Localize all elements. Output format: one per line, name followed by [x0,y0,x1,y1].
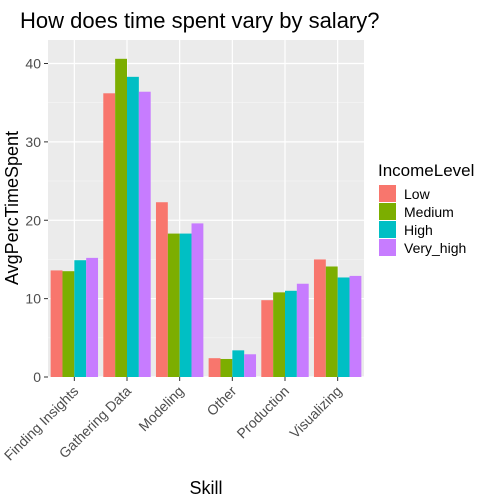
x-tick-label: Visualizing [286,383,344,441]
legend-label-high: High [404,222,433,238]
chart-title: How does time spent vary by salary? [20,8,380,33]
bar-low [50,270,63,377]
bar-low [261,300,274,377]
bar-high [179,233,192,377]
bar-very-high [191,223,204,377]
bar-medium [115,58,127,378]
bar-medium [273,292,285,377]
y-tick-label: 0 [33,369,41,385]
x-tick-label: Modeling [135,383,186,434]
legend-label-very-high: Very_high [404,240,466,256]
bar-low [313,259,326,377]
bar-very-high [349,275,362,377]
bar-high [285,290,297,377]
bar-low [155,202,168,377]
y-axis: 0 10 20 30 40 [25,56,48,385]
legend-swatch-high [379,221,396,238]
y-axis-title: AvgPercTimeSpent [2,131,22,285]
bar-very-high [296,283,309,377]
legend: IncomeLevel Low Medium High Very_high [378,161,474,256]
bar-high [337,277,350,377]
bar-low [103,93,116,377]
legend-swatch-medium [379,203,396,220]
bars [50,58,362,378]
y-tick-label: 40 [25,56,41,72]
bar-very-high [138,91,151,377]
y-tick-label: 30 [25,134,41,150]
x-axis-title: Skill [189,478,222,498]
legend-label-medium: Medium [404,204,454,220]
y-tick-label: 20 [25,212,41,228]
bar-very-high [86,257,99,377]
bar-medium [62,271,75,377]
x-tick-label: Other [203,383,239,419]
y-tick-label: 10 [25,291,41,307]
plot-panel [48,40,364,377]
bar-medium [167,233,180,377]
bar-very-high [244,354,257,377]
bar-medium [220,358,233,377]
bar-medium [325,266,338,377]
bar-low [208,358,221,377]
legend-swatch-low [379,185,396,202]
x-tick-label: Production [233,383,292,442]
bar-high [127,76,139,377]
bar-high [74,260,87,377]
legend-swatch-very-high [379,239,396,256]
legend-label-low: Low [404,186,431,202]
bar-high [232,350,245,377]
legend-title: IncomeLevel [378,161,474,180]
